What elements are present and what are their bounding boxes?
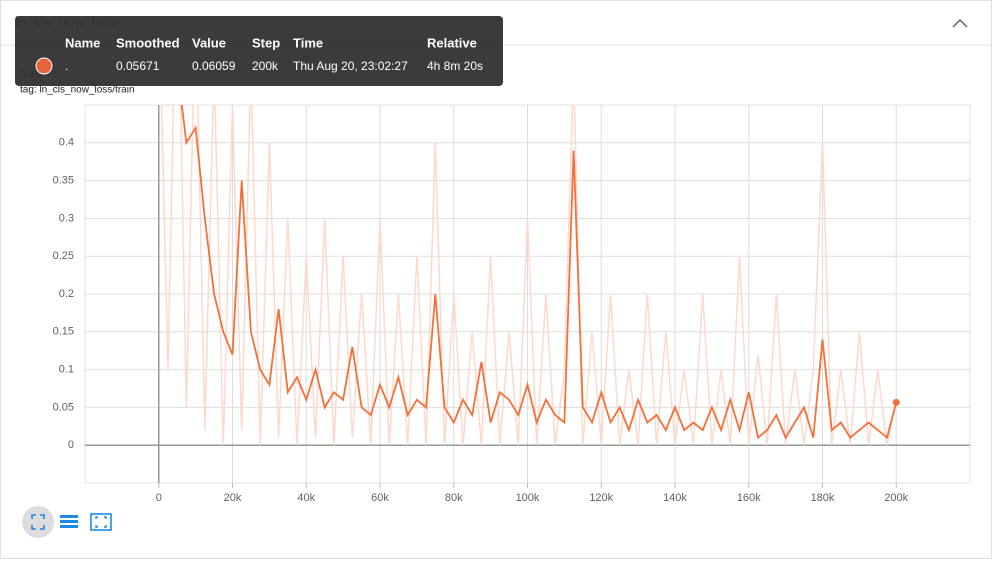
y-tick-label: 0.1 <box>59 364 74 376</box>
x-tick-label: 200k <box>884 492 908 504</box>
tooltip: Name Smoothed Value Step Time Relative. 0.0567… <box>15 16 503 86</box>
tooltip-header: Time <box>293 35 323 50</box>
y-tick-label: 0.35 <box>53 175 74 187</box>
fullscreen-icon <box>31 514 45 530</box>
series-line <box>167 105 898 440</box>
x-tick-label: 40k <box>297 492 315 504</box>
x-tick-label: 180k <box>811 492 835 504</box>
x-tick-label: 60k <box>371 492 389 504</box>
series-swatch <box>35 57 53 75</box>
tooltip-cell: 200k <box>252 59 279 73</box>
y-tick-label: 0.15 <box>53 326 74 338</box>
x-tick-label: 140k <box>663 492 687 504</box>
tooltip-cell: . <box>65 59 68 73</box>
series-group <box>160 105 898 446</box>
x-tick-label: 20k <box>224 492 242 504</box>
y-tick-label: 0.4 <box>59 137 74 149</box>
x-tick-label: 160k <box>737 492 761 504</box>
fullscreen-button[interactable] <box>22 506 54 538</box>
x-tick-label: 100k <box>516 492 540 504</box>
y-tick-label: 0 <box>68 439 74 451</box>
tooltip-header: Relative <box>427 35 477 50</box>
y-tick-label: 0.25 <box>53 250 74 262</box>
tooltip-header: Value <box>192 35 226 50</box>
plot: 0 0.05 0.1 0.15 0.2 0.25 0.3 0.35 0.4 0 20k 40k 60k 8… <box>53 104 971 504</box>
collapse-button[interactable] <box>952 18 968 28</box>
fit-domain-button[interactable] <box>90 513 112 531</box>
y-tick-label: 0.3 <box>59 212 74 224</box>
tooltip-cell: 0.05671 <box>116 59 160 73</box>
hover-point <box>892 398 900 406</box>
y-tick-label: 0.05 <box>53 401 74 413</box>
x-tick-label: 120k <box>589 492 613 504</box>
tooltip-header: Smoothed <box>116 35 180 50</box>
chart-subtitle: tag: ln_cls_now_loss/train <box>20 85 135 96</box>
tooltip-header: Step <box>252 35 280 50</box>
log-scale-button[interactable] <box>60 515 78 528</box>
tooltip-header: Name <box>65 35 100 50</box>
tooltip-cell: 0.06059 <box>192 59 236 73</box>
x-tick-label: 80k <box>445 492 463 504</box>
y-tick-label: 0.2 <box>59 288 74 300</box>
tooltip-cell: 4h 8m 20s <box>427 59 483 73</box>
tooltip-cell: Thu Aug 20, 23:02:27 <box>293 59 408 73</box>
x-tick-label: 0 <box>156 492 162 504</box>
toolbar <box>22 506 112 538</box>
series-line <box>160 105 898 446</box>
